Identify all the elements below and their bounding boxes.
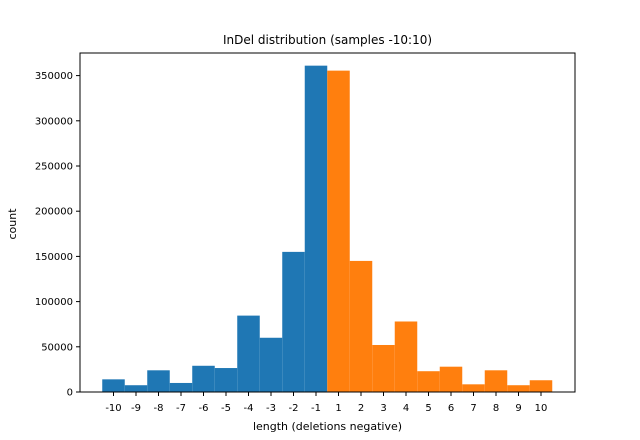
x-tick-label: 3 [380,403,386,414]
x-tick-label: 5 [425,403,431,414]
bar-insertions-2 [349,260,373,392]
bar-deletions--7 [169,382,193,392]
bar-deletions--3 [259,337,283,392]
x-tick-label: 8 [493,403,499,414]
labels-layer: 0 50000 100000 150000 200000 250000 300000 3500… [35,71,548,414]
bar-deletions--6 [192,365,215,392]
x-axis-label: length (deletions negative) [253,420,402,433]
x-tick-label: -1 [311,403,321,414]
x-tick-label: -5 [221,403,231,414]
x-tick-label: -4 [244,403,254,414]
x-tick-label: 9 [515,403,521,414]
bar-insertions-6 [439,366,463,392]
bar-deletions--1 [304,65,328,392]
y-tick-label: 350000 [35,71,73,82]
bar-insertions-3 [372,344,395,392]
y-tick-label: 250000 [35,162,73,173]
y-tick-label: 100000 [35,297,73,308]
x-tick-label: -8 [154,403,164,414]
bar-insertions-9 [507,385,530,392]
x-tick-label: 7 [470,403,476,414]
y-tick-label: 150000 [35,252,73,263]
plot-frame [79,52,576,393]
axes-layer [76,52,576,396]
x-tick-label: -6 [199,403,209,414]
bar-deletions--8 [147,370,170,392]
bar-insertions-10 [529,380,553,392]
bar-deletions--4 [237,315,260,392]
bar-insertions-5 [417,371,440,392]
bar-insertions-8 [484,370,508,392]
y-tick-label: 300000 [35,116,73,127]
x-tick-label: -2 [289,403,299,414]
y-tick-label: 50000 [41,342,73,353]
bar-insertions-4 [394,321,418,392]
y-tick-label: 0 [67,388,73,399]
x-tick-label: 10 [535,403,548,414]
chart-title: InDel distribution (samples -10:10) [223,33,432,47]
bar-deletions--10 [102,379,125,392]
x-tick-label: 1 [335,403,341,414]
y-tick-label: 200000 [35,207,73,218]
bar-insertions-7 [462,384,485,392]
bar-deletions--2 [282,251,305,392]
x-tick-label: -3 [266,403,276,414]
bar-deletions--9 [124,385,148,392]
bar-deletions--5 [214,368,238,392]
x-tick-label: 6 [448,403,454,414]
x-tick-label: -10 [105,403,121,414]
x-tick-label: 4 [403,403,409,414]
bar-insertions-1 [327,70,350,392]
x-tick-label: 2 [358,403,364,414]
x-tick-label: -9 [131,403,141,414]
y-axis-label: count [6,208,19,240]
bars-layer [102,65,553,392]
x-tick-label: -7 [176,403,186,414]
